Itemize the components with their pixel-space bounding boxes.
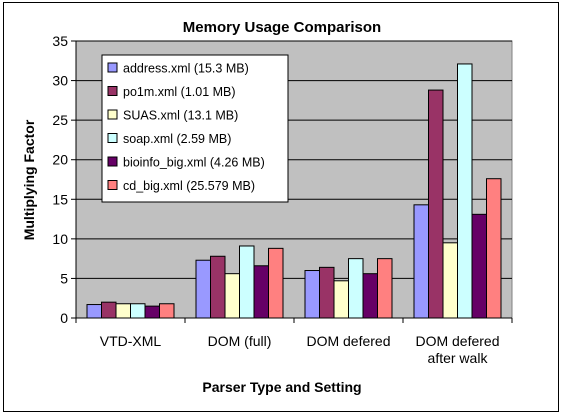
- y-tick-label: 15: [52, 191, 68, 207]
- bar: [319, 266, 335, 319]
- bar: [348, 258, 364, 319]
- bar: [304, 270, 320, 319]
- legend-box: [101, 54, 289, 203]
- bar: [101, 301, 117, 319]
- bar: [377, 258, 393, 319]
- bar: [457, 63, 473, 319]
- bar: [86, 304, 102, 319]
- x-tick-label: DOM defered: [415, 333, 499, 349]
- legend-swatch: [107, 62, 118, 73]
- y-tick-label: 10: [52, 231, 68, 247]
- y-axis-title: Multiplying Factor: [21, 119, 37, 240]
- legend-entry: SUAS.xml (13.1 MB): [123, 109, 238, 123]
- legend-swatch: [107, 133, 118, 143]
- legend-entry: po1m.xml (1.01 MB): [123, 85, 236, 99]
- x-axis-title: Parser Type and Setting: [202, 379, 361, 395]
- legend-swatch: [107, 86, 118, 96]
- bar: [471, 213, 487, 319]
- bar: [239, 245, 255, 319]
- x-tick-label: DOM defered: [306, 333, 390, 349]
- x-tick-label: DOM (full): [208, 333, 272, 349]
- x-tick-label: after walk: [428, 350, 489, 366]
- bar: [428, 89, 444, 319]
- bar: [442, 242, 458, 319]
- bar: [210, 255, 226, 319]
- bar: [159, 303, 175, 319]
- bar: [268, 247, 284, 319]
- legend-swatch: [107, 109, 118, 120]
- legend-entry: cd_big.xml (25.579 MB): [123, 179, 255, 193]
- bar: [130, 303, 146, 319]
- legend-entry: address.xml (15.3 MB): [123, 62, 249, 76]
- legend-swatch: [107, 180, 118, 190]
- y-tick-label: 20: [52, 152, 68, 168]
- y-tick-label: 5: [60, 270, 68, 286]
- legend-swatch: [107, 156, 118, 167]
- y-tick-label: 0: [60, 310, 68, 326]
- chart-title: Memory Usage Comparison: [183, 19, 381, 36]
- y-tick-label: 30: [52, 73, 68, 89]
- y-tick-label: 25: [52, 112, 68, 128]
- bar: [486, 178, 502, 319]
- bar: [253, 265, 269, 319]
- bar: [413, 204, 429, 319]
- bar: [115, 303, 131, 319]
- x-tick-label: VTD-XML: [100, 333, 162, 349]
- bar: [224, 273, 240, 319]
- legend-entry: bioinfo_big.xml (4.26 MB): [123, 156, 265, 170]
- legend-entry: soap.xml (2.59 MB): [123, 132, 231, 146]
- bar: [195, 259, 211, 319]
- y-tick-label: 35: [52, 33, 68, 49]
- bar: [362, 273, 378, 319]
- bar: [333, 280, 349, 319]
- bar: [144, 305, 160, 319]
